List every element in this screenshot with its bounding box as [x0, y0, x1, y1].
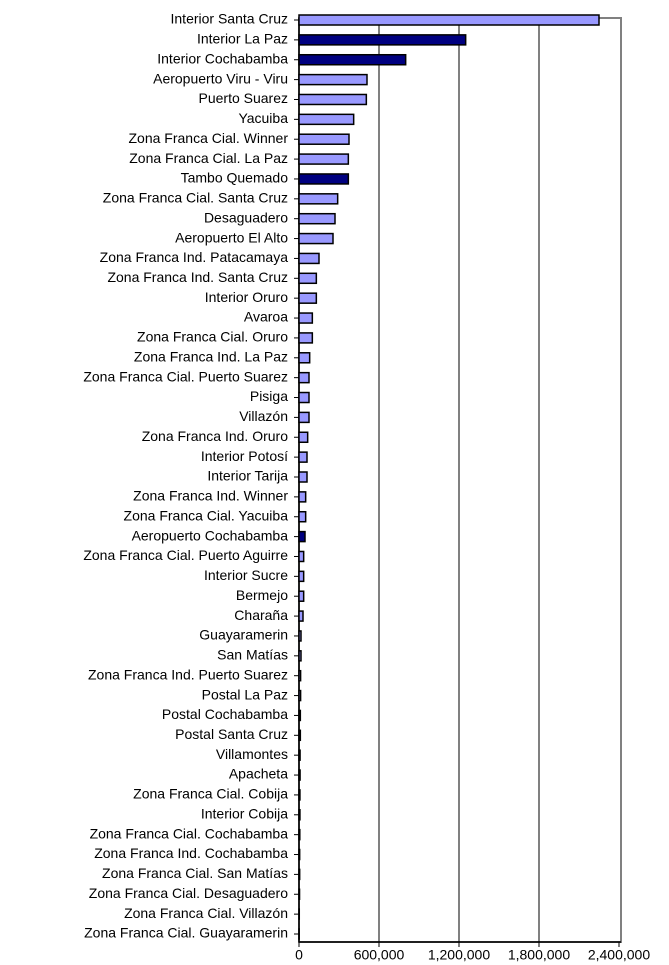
y-tick-label: Zona Franca Ind. Cochabamba	[94, 845, 288, 861]
y-tick-label: Interior Santa Cruz	[171, 11, 289, 27]
bar	[298, 113, 355, 126]
y-tick-label: Zona Franca Ind. Puerto Suarez	[88, 666, 288, 682]
y-tick-label: Aeropuerto Viru - Viru	[153, 70, 288, 86]
bar	[298, 650, 302, 662]
y-tick-label: Zona Franca Ind. Patacamaya	[100, 249, 289, 265]
bar	[298, 888, 301, 901]
y-tick-label: Zona Franca Cial. Villazón	[124, 905, 288, 921]
bar	[298, 749, 301, 761]
bar	[298, 391, 310, 404]
y-tick-label: Guayaramerin	[199, 627, 288, 643]
y-tick-label: Apacheta	[229, 766, 288, 782]
bar	[298, 789, 301, 801]
bar	[298, 809, 301, 821]
y-tick-label: Yacuiba	[238, 110, 288, 126]
y-tick-label: Interior Oruro	[205, 289, 288, 305]
y-tick-label: Postal Cochabamba	[162, 706, 288, 722]
y-tick-label: Zona Franca Cial. Puerto Aguirre	[83, 547, 288, 563]
y-tick-label: San Matías	[217, 647, 288, 663]
bar	[298, 491, 307, 503]
bar	[298, 669, 302, 682]
y-tick-label: Zona Franca Cial. Oruro	[137, 329, 288, 345]
bar	[298, 769, 301, 781]
bar	[298, 272, 318, 285]
bar	[298, 530, 306, 543]
y-tick-label: Zona Franca Cial. Santa Cruz	[103, 190, 288, 206]
bar	[298, 232, 334, 245]
y-tick-label: Postal Santa Cruz	[175, 726, 288, 742]
y-tick-label: Tambo Quemado	[181, 170, 289, 186]
plot-area	[298, 17, 622, 943]
bar	[298, 53, 407, 66]
y-tick-label: Zona Franca Ind. Santa Cruz	[107, 269, 288, 285]
y-tick-label: Charaña	[234, 607, 288, 623]
y-tick-label: Zona Franca Ind. Oruro	[142, 428, 289, 444]
x-tick-label: 600,000	[354, 947, 405, 963]
y-tick-label: Avaroa	[244, 309, 288, 325]
bar	[298, 173, 350, 185]
bar	[298, 848, 301, 861]
y-tick-label: Interior La Paz	[197, 31, 288, 47]
y-tick-label: Interior Tarija	[207, 468, 288, 484]
x-tick-label: 0	[295, 947, 303, 963]
y-tick-label: Interior Cobija	[201, 805, 288, 821]
y-tick-label: Villamontes	[216, 746, 288, 762]
y-tick-label: Zona Franca Cial. Desaguadero	[89, 885, 288, 901]
x-tick-label: 1,200,000	[428, 947, 490, 963]
y-tick-label: Interior Sucre	[204, 567, 288, 583]
y-tick-label: Zona Franca Cial. Cobija	[133, 786, 288, 802]
x-tick-label: 2,400,000	[588, 947, 650, 963]
bar	[298, 193, 339, 205]
bar	[298, 212, 336, 225]
bar	[298, 550, 305, 563]
bar	[298, 868, 301, 881]
bar	[298, 93, 368, 106]
bar	[298, 371, 310, 384]
bar	[298, 312, 314, 324]
y-tick-label: Zona Franca Cial. La Paz	[129, 150, 288, 166]
bar	[298, 14, 600, 26]
bar	[298, 411, 310, 424]
bar	[298, 252, 320, 265]
y-tick-label: Zona Franca Cial. Cochabamba	[90, 825, 289, 841]
bar	[298, 292, 318, 304]
y-tick-label: Desaguadero	[204, 209, 288, 225]
y-tick-label: Zona Franca Cial. Winner	[128, 130, 288, 146]
bar	[298, 590, 305, 602]
y-tick-label: Bermejo	[236, 587, 288, 603]
bar	[298, 352, 311, 364]
y-tick-label: Interior Cochabamba	[157, 50, 288, 66]
y-tick-label: Zona Franca Cial. Guayaramerin	[84, 925, 288, 941]
y-tick-label: Villazón	[239, 408, 288, 424]
bar	[298, 610, 304, 622]
y-tick-label: Zona Franca Cial. San Matías	[102, 865, 288, 881]
bar	[298, 630, 302, 642]
y-tick-label: Zona Franca Cial. Yacuiba	[124, 507, 289, 523]
y-tick-label: Zona Franca Ind. La Paz	[134, 348, 288, 364]
bar	[298, 153, 350, 165]
y-tick-label: Postal La Paz	[202, 686, 288, 702]
bar	[298, 709, 302, 722]
y-tick-label: Pisiga	[250, 388, 288, 404]
bar	[298, 73, 368, 86]
bar	[298, 332, 314, 344]
bar	[298, 133, 350, 145]
bar	[298, 828, 301, 841]
bar	[298, 729, 302, 742]
y-tick-label: Zona Franca Cial. Puerto Suarez	[83, 368, 288, 384]
y-tick-label: Puerto Suarez	[199, 90, 289, 106]
bar	[298, 431, 309, 444]
bar	[298, 451, 308, 463]
bar	[298, 510, 307, 523]
y-tick-label: Aeropuerto El Alto	[175, 229, 288, 245]
x-tick-label: 1,800,000	[508, 947, 570, 963]
bar	[298, 471, 308, 483]
y-tick-label: Interior Potosí	[201, 448, 288, 464]
y-tick-label: Aeropuerto Cochabamba	[132, 527, 289, 543]
bar	[298, 689, 302, 702]
y-tick-label: Zona Franca Ind. Winner	[133, 488, 288, 504]
bar	[298, 34, 467, 46]
bar	[298, 570, 305, 583]
